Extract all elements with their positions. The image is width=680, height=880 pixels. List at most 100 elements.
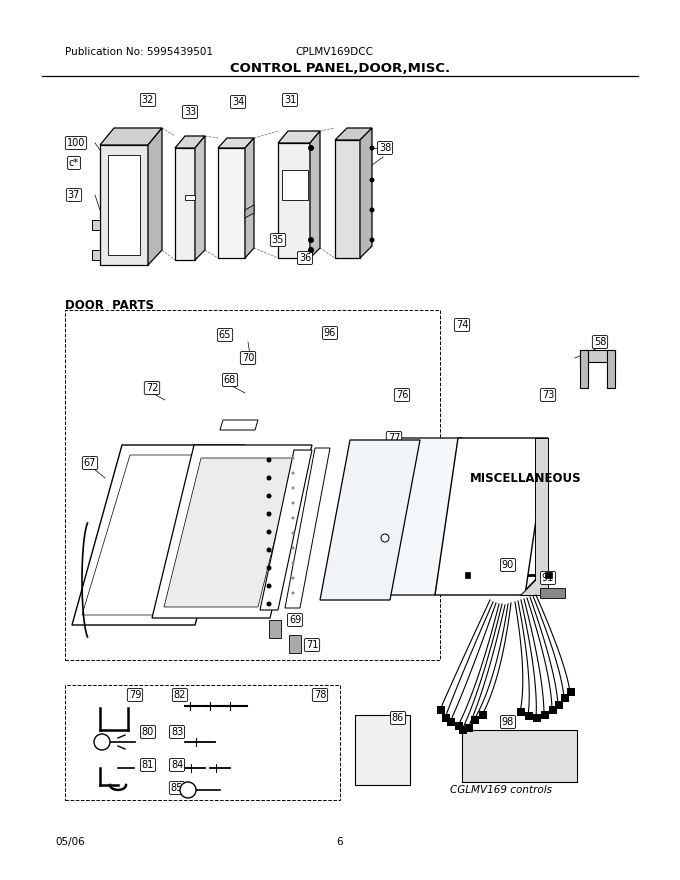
Polygon shape xyxy=(72,445,245,625)
Bar xyxy=(517,708,525,716)
Text: 37: 37 xyxy=(68,190,80,200)
Polygon shape xyxy=(580,350,615,362)
Circle shape xyxy=(267,530,271,534)
Polygon shape xyxy=(335,128,372,140)
Polygon shape xyxy=(108,155,140,255)
Text: 85: 85 xyxy=(171,783,183,793)
Polygon shape xyxy=(278,131,320,143)
Polygon shape xyxy=(580,350,588,388)
Polygon shape xyxy=(310,131,320,258)
Polygon shape xyxy=(607,350,615,388)
Text: 98: 98 xyxy=(502,717,514,727)
Polygon shape xyxy=(92,250,100,260)
Bar xyxy=(567,688,575,696)
Bar xyxy=(437,706,445,714)
Circle shape xyxy=(292,472,294,474)
Text: CGLMV169 controls: CGLMV169 controls xyxy=(450,785,552,795)
Circle shape xyxy=(267,511,271,517)
Text: 32: 32 xyxy=(142,95,154,105)
Text: CONTROL PANEL,DOOR,MISC.: CONTROL PANEL,DOOR,MISC. xyxy=(230,62,450,75)
Circle shape xyxy=(292,487,294,489)
Polygon shape xyxy=(164,458,295,607)
Polygon shape xyxy=(289,635,301,653)
Polygon shape xyxy=(245,138,254,258)
Polygon shape xyxy=(269,620,281,638)
Text: 75: 75 xyxy=(122,540,134,550)
Text: 80: 80 xyxy=(142,727,154,737)
Text: 86: 86 xyxy=(392,713,404,723)
Circle shape xyxy=(267,458,271,463)
Text: 36: 36 xyxy=(299,253,311,263)
Polygon shape xyxy=(100,128,162,145)
Circle shape xyxy=(267,602,271,606)
Circle shape xyxy=(308,237,314,243)
Circle shape xyxy=(267,583,271,589)
Bar xyxy=(549,706,557,714)
Text: MISCELLANEOUS: MISCELLANEOUS xyxy=(470,472,581,485)
Circle shape xyxy=(308,145,314,151)
Polygon shape xyxy=(278,143,310,258)
Text: 81: 81 xyxy=(142,760,154,770)
Polygon shape xyxy=(92,220,100,230)
Circle shape xyxy=(292,502,294,504)
Circle shape xyxy=(94,734,110,750)
Text: 78: 78 xyxy=(313,690,326,700)
Polygon shape xyxy=(152,445,312,618)
Circle shape xyxy=(292,546,294,549)
Text: CPLMV169DCC: CPLMV169DCC xyxy=(295,47,373,57)
Circle shape xyxy=(292,457,294,459)
Circle shape xyxy=(292,532,294,534)
Bar xyxy=(561,694,569,702)
Polygon shape xyxy=(540,588,565,598)
Polygon shape xyxy=(175,136,205,148)
Polygon shape xyxy=(185,195,195,200)
Text: DOOR  PARTS: DOOR PARTS xyxy=(65,298,154,312)
Polygon shape xyxy=(148,128,162,265)
Circle shape xyxy=(292,576,294,580)
Text: 91: 91 xyxy=(542,573,554,583)
Circle shape xyxy=(369,145,375,150)
Text: 35: 35 xyxy=(272,235,284,245)
Bar xyxy=(355,715,410,785)
Circle shape xyxy=(292,561,294,564)
Bar xyxy=(65,310,440,660)
Text: 33: 33 xyxy=(184,107,196,117)
Bar xyxy=(525,712,533,720)
Circle shape xyxy=(267,494,271,498)
Polygon shape xyxy=(360,128,372,258)
Text: 83: 83 xyxy=(171,727,183,737)
Text: 84: 84 xyxy=(171,760,183,770)
Polygon shape xyxy=(360,438,462,595)
Text: 38: 38 xyxy=(379,143,391,153)
Bar xyxy=(65,685,340,800)
Bar xyxy=(447,718,455,726)
Text: 31: 31 xyxy=(284,95,296,105)
Bar xyxy=(465,724,473,732)
Text: 67: 67 xyxy=(84,458,96,468)
Bar xyxy=(555,701,563,709)
Bar xyxy=(533,714,541,722)
Text: 05/06: 05/06 xyxy=(55,837,85,847)
Circle shape xyxy=(267,547,271,553)
Text: 72: 72 xyxy=(146,383,158,393)
Polygon shape xyxy=(245,205,254,218)
Polygon shape xyxy=(260,450,312,610)
Text: 34: 34 xyxy=(232,97,244,107)
Text: 58: 58 xyxy=(594,337,606,347)
Polygon shape xyxy=(220,420,258,430)
Text: 68: 68 xyxy=(224,375,236,385)
Circle shape xyxy=(369,208,375,212)
Circle shape xyxy=(292,517,294,519)
Circle shape xyxy=(292,591,294,595)
Circle shape xyxy=(180,782,196,798)
Text: 71: 71 xyxy=(306,640,318,650)
Text: 79: 79 xyxy=(129,690,141,700)
Text: 69: 69 xyxy=(289,615,301,625)
Text: 73: 73 xyxy=(542,390,554,400)
Text: c*: c* xyxy=(69,158,79,168)
Text: 65: 65 xyxy=(219,330,231,340)
Text: 82: 82 xyxy=(174,690,186,700)
Polygon shape xyxy=(282,170,308,200)
Bar xyxy=(455,722,463,730)
Polygon shape xyxy=(218,138,254,148)
